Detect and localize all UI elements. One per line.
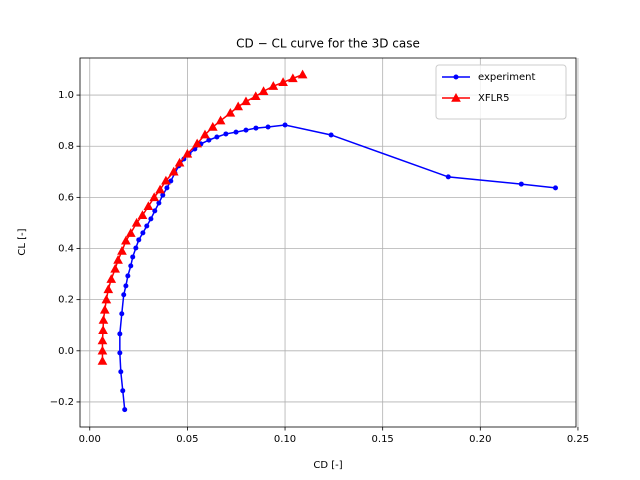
marker xyxy=(215,115,226,125)
marker xyxy=(110,263,120,273)
marker xyxy=(214,134,220,140)
y-tick-label: −0.2 xyxy=(50,397,74,408)
marker xyxy=(241,96,251,106)
marker xyxy=(164,185,170,191)
marker xyxy=(149,192,160,202)
marker xyxy=(137,210,148,219)
marker xyxy=(156,200,162,206)
marker xyxy=(552,185,558,191)
x-tick-label: 0.25 xyxy=(567,434,589,445)
y-tick-label: 0.4 xyxy=(58,244,74,255)
legend-label: XFLR5 xyxy=(478,93,509,104)
marker xyxy=(121,235,131,245)
chart-title: CD − CL curve for the 3D case xyxy=(236,37,420,51)
marker xyxy=(97,355,108,365)
marker xyxy=(143,201,154,211)
marker xyxy=(103,284,114,294)
marker xyxy=(148,216,154,222)
marker xyxy=(174,157,185,167)
marker xyxy=(168,166,179,176)
marker xyxy=(182,148,193,158)
y-tick-label: 0.6 xyxy=(58,192,74,203)
legend-box xyxy=(435,64,567,120)
marker xyxy=(113,254,123,264)
marker xyxy=(297,69,308,79)
marker xyxy=(122,407,128,413)
marker xyxy=(258,86,269,95)
marker xyxy=(117,350,123,356)
marker xyxy=(288,73,298,83)
x-tick-label: 0.05 xyxy=(176,434,198,445)
marker xyxy=(453,74,459,80)
marker xyxy=(328,132,334,138)
y-tick-label: 0.2 xyxy=(58,295,74,306)
marker xyxy=(106,274,117,283)
legend: experiment XFLR5 xyxy=(435,64,567,120)
marker xyxy=(161,175,171,185)
marker xyxy=(152,208,158,214)
marker xyxy=(192,138,203,148)
marker xyxy=(128,263,134,269)
marker xyxy=(123,283,129,289)
marker xyxy=(119,311,125,317)
marker xyxy=(223,131,229,137)
x-tick-label: 0.00 xyxy=(79,434,101,445)
marker xyxy=(518,181,524,187)
y-axis-label: CL [-] xyxy=(17,228,28,255)
marker xyxy=(233,101,244,111)
marker xyxy=(225,107,236,117)
y-tick-label: 0.0 xyxy=(58,346,74,357)
marker xyxy=(282,122,288,128)
marker xyxy=(144,223,150,229)
marker xyxy=(136,237,142,243)
marker xyxy=(121,292,127,298)
marker xyxy=(155,184,165,194)
marker xyxy=(253,125,259,131)
marker xyxy=(233,129,239,135)
marker xyxy=(200,129,210,139)
plot-frame xyxy=(79,57,577,428)
marker xyxy=(125,273,131,279)
marker xyxy=(120,388,126,394)
marker xyxy=(98,325,108,335)
marker xyxy=(268,81,279,90)
marker xyxy=(97,335,108,345)
x-axis-label: CD [-] xyxy=(313,460,342,471)
legend-label: experiment xyxy=(478,72,536,83)
x-tick-label: 0.20 xyxy=(469,434,491,445)
marker xyxy=(160,192,166,198)
marker xyxy=(98,315,109,324)
marker xyxy=(451,92,461,102)
marker xyxy=(99,304,110,314)
marker xyxy=(207,122,218,131)
y-tick-label: 0.8 xyxy=(58,141,74,152)
marker xyxy=(140,230,146,236)
x-tick-label: 0.10 xyxy=(274,434,296,445)
marker xyxy=(117,246,127,255)
x-tick-label: 0.15 xyxy=(372,434,394,445)
marker xyxy=(243,127,249,133)
marker xyxy=(133,245,139,251)
marker xyxy=(265,124,271,130)
marker xyxy=(250,91,261,101)
marker xyxy=(97,345,108,355)
marker xyxy=(125,228,136,237)
marker xyxy=(130,254,136,260)
marker xyxy=(118,369,124,375)
marker xyxy=(206,137,212,143)
marker xyxy=(445,174,451,180)
marker xyxy=(131,217,142,227)
marker xyxy=(101,294,112,304)
marker xyxy=(278,77,288,86)
marker xyxy=(117,331,123,337)
y-tick-label: 1.0 xyxy=(58,90,74,101)
